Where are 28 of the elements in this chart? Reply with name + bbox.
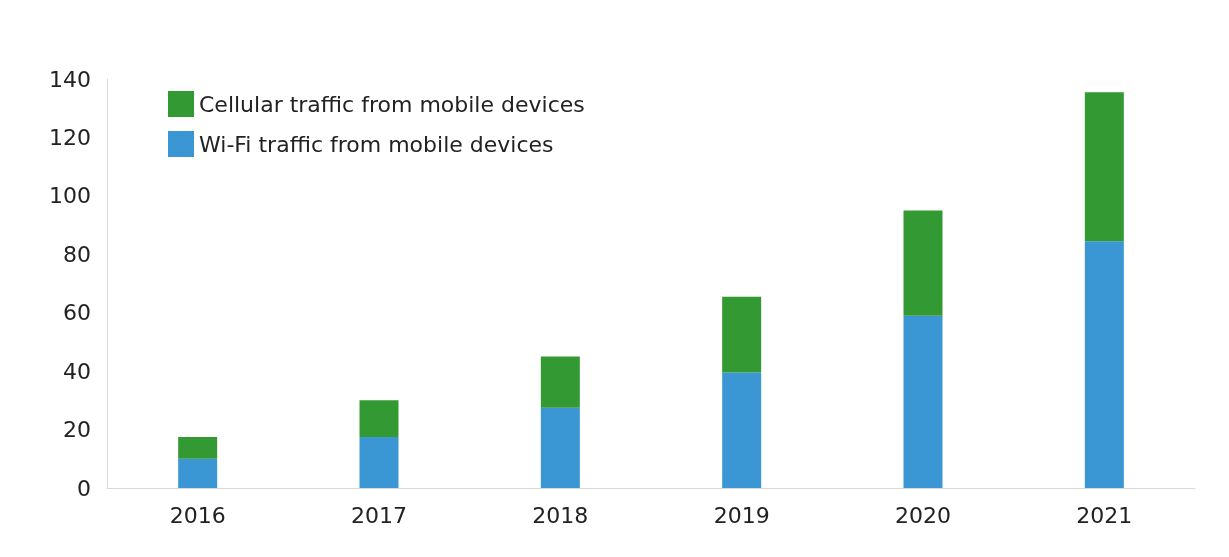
y-tick-label: 100: [49, 183, 91, 209]
legend-label: Wi-Fi traffic from mobile devices: [199, 131, 554, 157]
y-tick-label: 120: [49, 124, 91, 150]
bar: [540, 356, 580, 408]
y-tick-label: 60: [63, 300, 91, 326]
x-tick-label: 2020: [895, 502, 951, 528]
bar: [1084, 241, 1124, 488]
bar: [1084, 92, 1124, 242]
bar: [722, 296, 762, 373]
x-tick-label: 2019: [713, 502, 770, 528]
x-tick-label: 2017: [351, 502, 407, 528]
legend-label: Cellular traffic from mobile devices: [199, 91, 585, 117]
bar: [359, 436, 399, 488]
bar: [903, 210, 943, 316]
y-tick-label: 0: [77, 475, 91, 501]
bar: [722, 372, 762, 488]
y-tick-label: 20: [63, 417, 91, 443]
x-tick-label: 2018: [532, 502, 589, 528]
bar: [178, 436, 218, 459]
y-tick-label: 40: [63, 358, 91, 384]
bar: [178, 458, 218, 488]
x-tick-label: 2021: [1076, 502, 1133, 528]
bar: [359, 400, 399, 437]
bar: [540, 407, 580, 488]
x-tick-label: 2016: [169, 502, 226, 528]
y-tick-label: 140: [49, 66, 91, 92]
bar: [903, 315, 943, 488]
y-tick-label: 80: [63, 241, 91, 267]
